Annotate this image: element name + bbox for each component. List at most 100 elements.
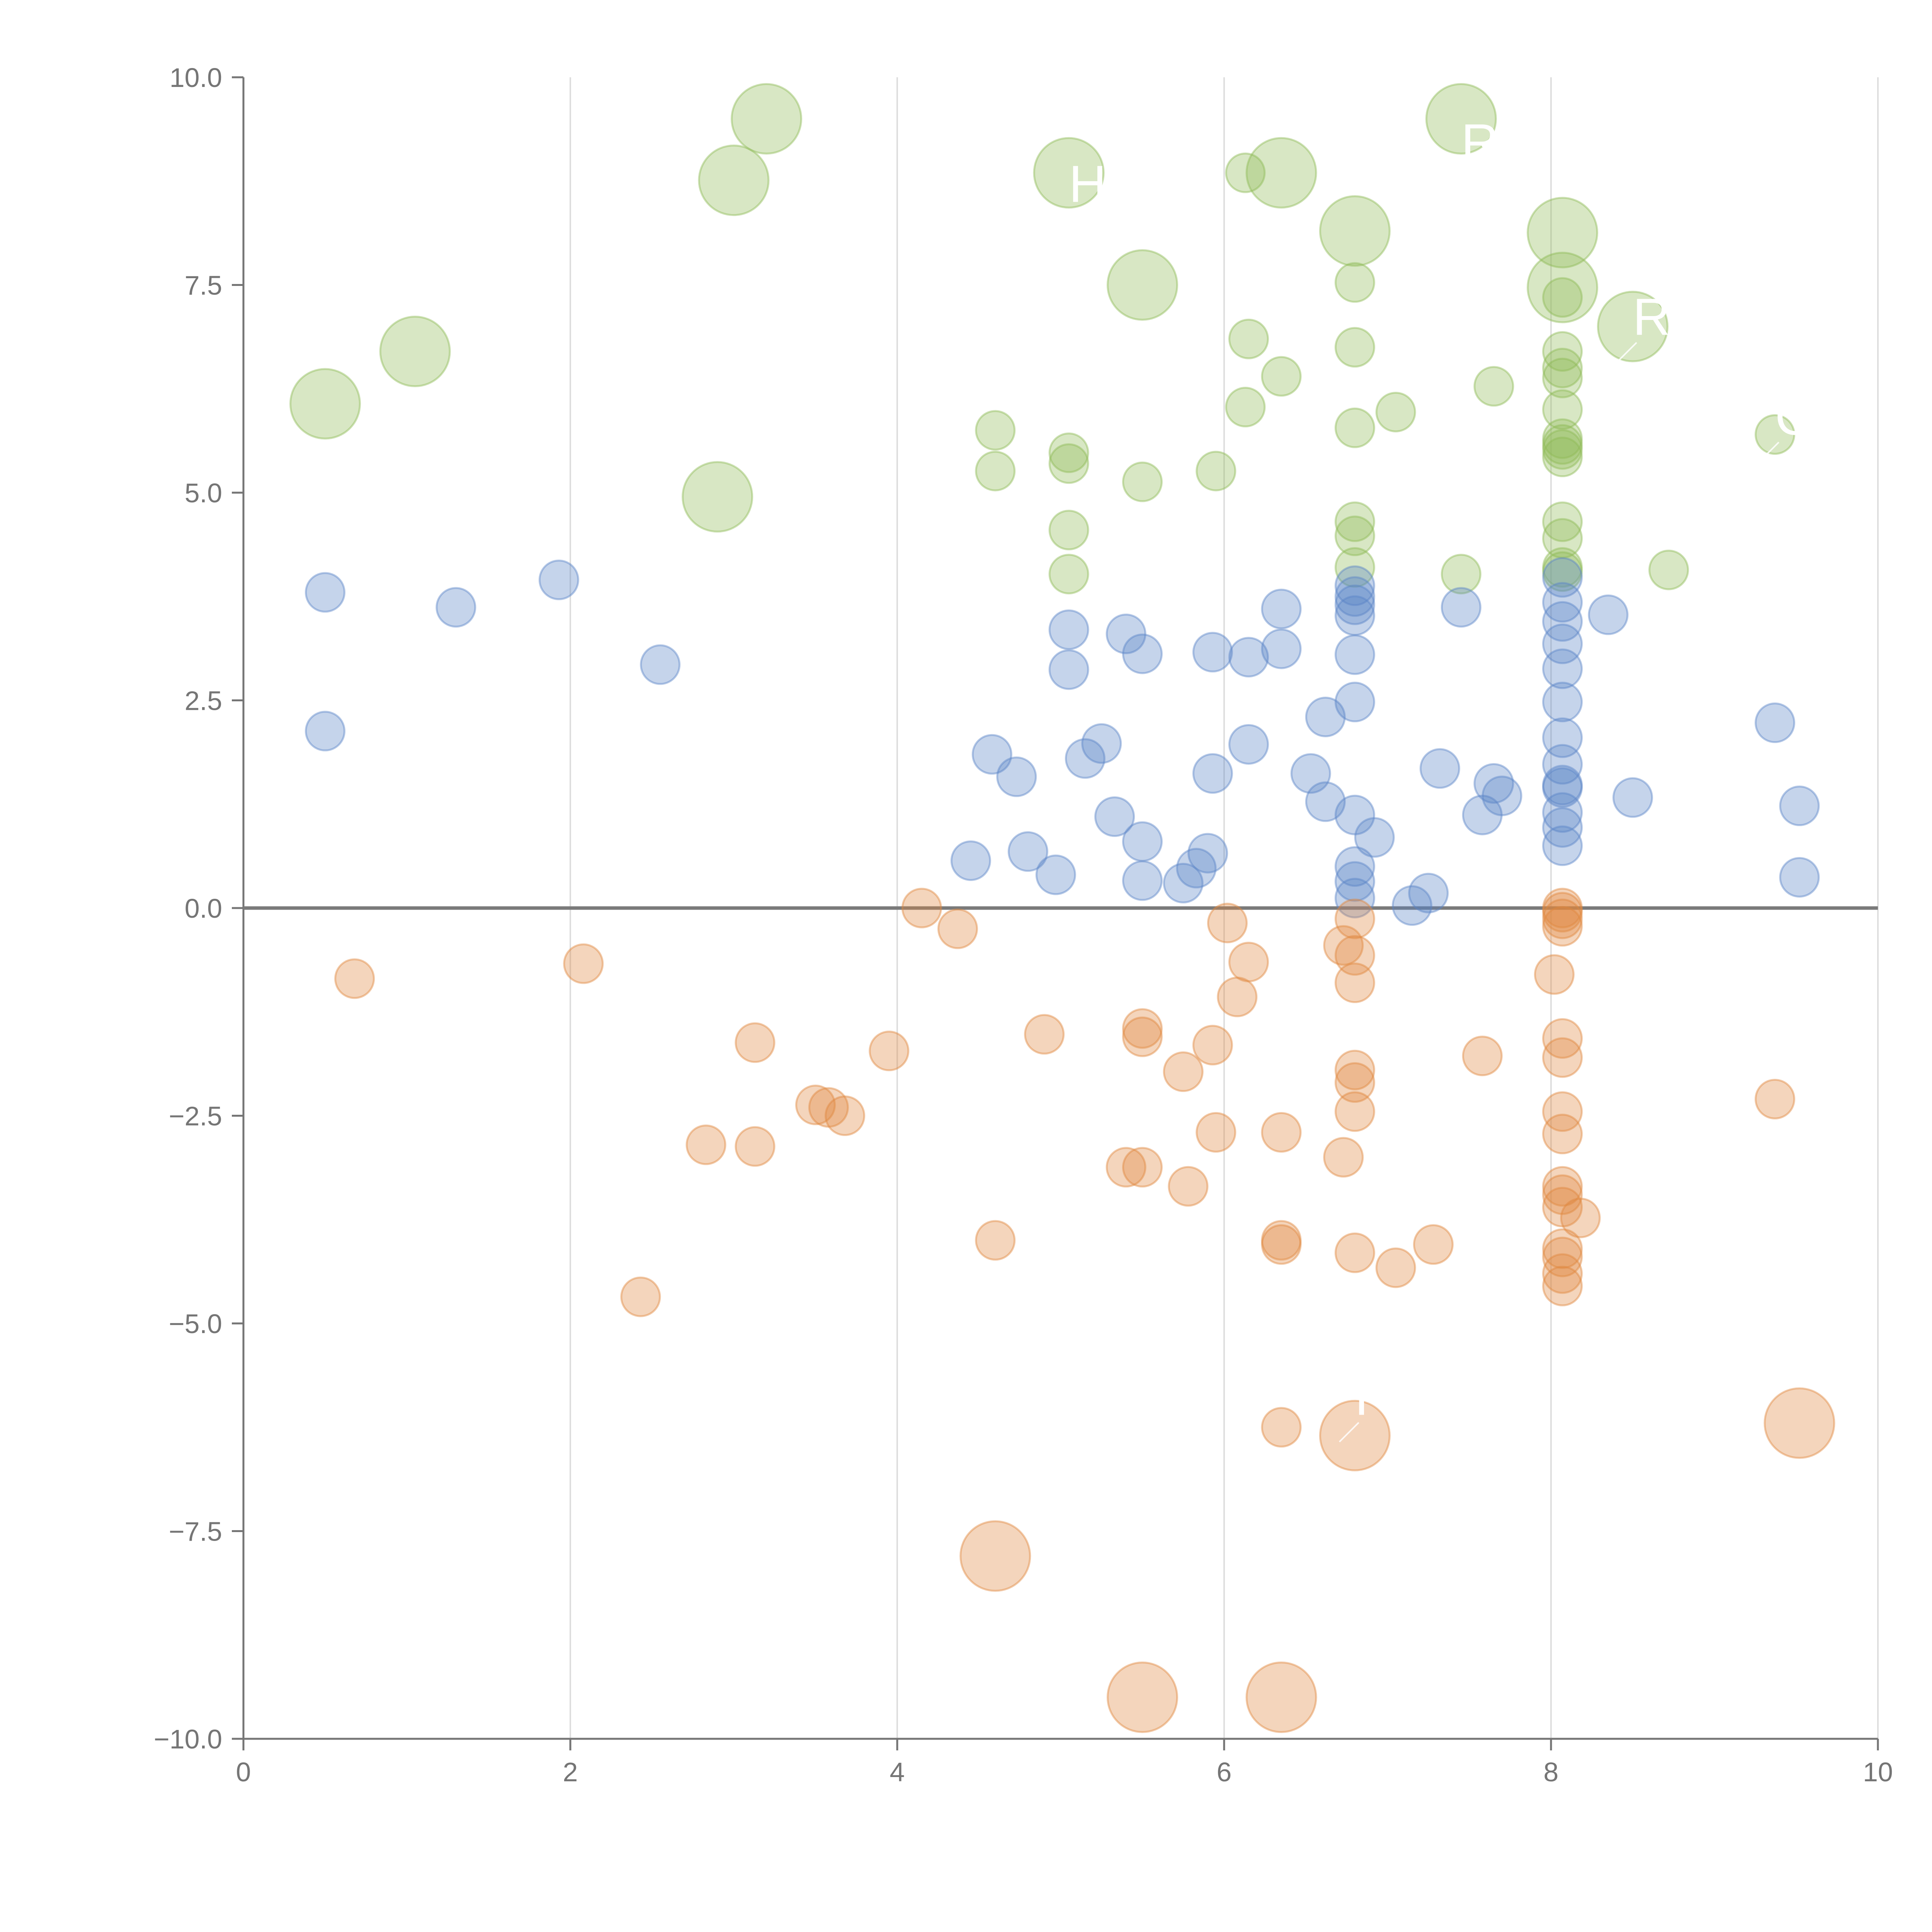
bubble-orange-62 (1319, 1400, 1391, 1471)
bubble-blue-23 (1192, 753, 1233, 794)
bubble-blue-47 (1473, 763, 1514, 804)
bubble-orange-44 (1542, 898, 1583, 939)
bubble-green-26 (1334, 327, 1375, 368)
bubble-blue-17 (1122, 821, 1163, 862)
bubble-blue-4 (640, 644, 681, 685)
bubble-orange-51 (1542, 1174, 1583, 1215)
bubble-blue-8 (1007, 831, 1048, 872)
bubble-green-4 (731, 83, 803, 155)
bubble-orange-33 (1334, 963, 1375, 1003)
bubble-orange-20 (1192, 1025, 1233, 1066)
bubble-orange-27 (1261, 1224, 1302, 1265)
bubble-blue-15 (1105, 614, 1146, 654)
bubble-green-19 (1122, 461, 1163, 502)
bubble-orange-25 (1261, 1112, 1302, 1153)
bubble-blue-26 (1261, 588, 1302, 629)
bubble-blue-32 (1334, 576, 1375, 617)
bubble-green-21 (1225, 152, 1266, 193)
bubble-blue-2 (435, 587, 476, 628)
bubble-orange-28 (1261, 1407, 1302, 1448)
bubble-blue-27 (1261, 628, 1302, 669)
bubble-orange-13 (1024, 1014, 1065, 1055)
bubble-green-10 (1527, 197, 1599, 269)
bubble-orange-32 (1334, 935, 1375, 976)
bubble-orange-56 (1542, 1265, 1583, 1306)
annotation-leader-3 (1445, 167, 1466, 188)
bubble-blue-58 (1542, 767, 1583, 808)
y-tick-label: 7.5 (185, 270, 222, 301)
bubble-blue-7 (996, 756, 1037, 797)
bubble-blue-56 (1542, 744, 1583, 785)
bubble-blue-12 (1065, 738, 1105, 779)
bubble-orange-54 (1542, 1236, 1583, 1277)
bubble-blue-14 (1094, 796, 1135, 837)
bubble-blue-24 (1228, 637, 1269, 678)
bubble-blue-9 (1035, 854, 1076, 895)
bubble-orange-46 (1542, 1018, 1583, 1059)
bubble-green-44 (1542, 518, 1583, 559)
annotation-leader-4 (1759, 442, 1779, 462)
bubble-orange-42 (1542, 888, 1583, 929)
y-tick-label: 2.5 (185, 686, 222, 716)
bubble-blue-37 (1334, 794, 1375, 835)
bubble-blue-18 (1122, 860, 1163, 901)
bubble-blue-20 (1176, 848, 1217, 889)
bubble-green-34 (1542, 277, 1583, 318)
x-tick-label: 4 (890, 1757, 905, 1787)
bubble-green-25 (1334, 262, 1375, 303)
bubble-blue-41 (1354, 817, 1395, 858)
bubble-orange-7 (808, 1087, 849, 1128)
bubble-orange-15 (1122, 1008, 1163, 1049)
bubble-blue-62 (1588, 594, 1629, 635)
bubble-orange-55 (1542, 1253, 1583, 1294)
bubble-blue-0 (305, 572, 345, 613)
bubble-orange-63 (1764, 1387, 1835, 1459)
bubble-blue-52 (1542, 623, 1583, 664)
bubble-green-17 (1048, 510, 1089, 551)
bubble-blue-63 (1612, 777, 1653, 818)
axis-layer: 0 2 4 6 8 10 10.0 7.5 5.0 2.5 0.0 −2.5 −5.0 −7.5 −10.0 (154, 63, 1893, 1787)
bubble-green-27 (1334, 407, 1375, 448)
bubble-green-41 (1542, 429, 1583, 470)
bubble-orange-49 (1542, 1114, 1583, 1155)
bubble-blue-39 (1334, 861, 1375, 902)
bubble-green-29 (1334, 515, 1375, 556)
bubble-green-16 (1048, 443, 1089, 484)
bubble-blue-1 (305, 711, 345, 752)
bubble-orange-1 (563, 943, 604, 984)
y-tick-label: −2.5 (169, 1101, 222, 1131)
bubble-blue-55 (1542, 717, 1583, 758)
bubble-green-9 (1425, 83, 1497, 155)
x-tick-label: 8 (1544, 1757, 1559, 1787)
bubble-blue-49 (1542, 557, 1583, 598)
bubble-blue-64 (1755, 702, 1796, 743)
bubble-blue-6 (971, 734, 1012, 775)
bubble-green-18 (1048, 554, 1089, 595)
bubble-green-22 (1228, 318, 1269, 359)
bubble-orange-39 (1413, 1224, 1454, 1265)
bubble-blue-25 (1228, 724, 1269, 765)
bubble-green-6 (1107, 249, 1178, 321)
y-tick-label: −10.0 (154, 1724, 222, 1754)
bubble-blue-61 (1542, 825, 1583, 866)
bubble-orange-30 (1323, 1137, 1364, 1178)
bubble-green-1 (379, 316, 451, 387)
bubble-green-13 (975, 410, 1016, 451)
bubble-green-14 (975, 451, 1016, 492)
bubble-blue-38 (1334, 846, 1375, 887)
bubble-orange-2 (620, 1276, 661, 1317)
bubble-green-31 (1375, 391, 1416, 432)
bubble-blue-50 (1542, 582, 1583, 623)
annotation-label-0: H (1069, 155, 1107, 213)
bubble-green-42 (1542, 437, 1583, 478)
bubble-orange-40 (1462, 1036, 1503, 1077)
x-tick-label: 0 (236, 1757, 251, 1787)
annotation-leader-1 (1617, 342, 1637, 362)
bubble-green-39 (1542, 418, 1583, 459)
bubble-green-20 (1196, 451, 1236, 492)
bubble-orange-22 (1207, 903, 1248, 944)
bubble-orange-47 (1542, 1037, 1583, 1078)
bubble-orange-8 (825, 1095, 866, 1136)
bubble-orange-43 (1542, 892, 1583, 933)
